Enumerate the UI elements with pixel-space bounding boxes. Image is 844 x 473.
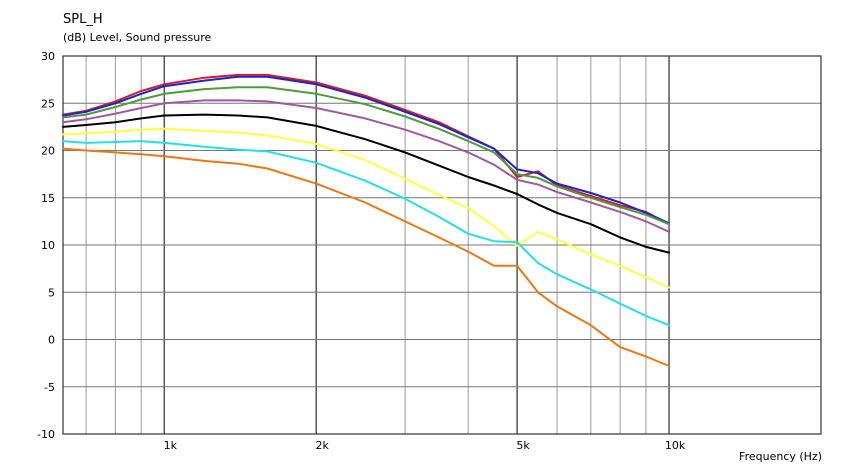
y-tick-label: 25 bbox=[41, 97, 55, 110]
series-line-1 bbox=[62, 73, 671, 226]
y-tick-label: 15 bbox=[41, 192, 55, 205]
series-line-3 bbox=[62, 86, 671, 226]
chart-title: SPL_H bbox=[63, 12, 103, 27]
x-tick-label: 5k bbox=[516, 439, 530, 452]
x-tick-label: 2k bbox=[316, 439, 330, 452]
y-tick-label: -10 bbox=[37, 428, 55, 441]
y-tick-label: -5 bbox=[44, 381, 55, 394]
y-tick-label: 5 bbox=[48, 286, 55, 299]
x-tick-label: 10k bbox=[665, 439, 686, 452]
y-axis-label: (dB) Level, Sound pressure bbox=[63, 31, 212, 44]
series-line-8 bbox=[62, 147, 671, 367]
y-tick-label: 0 bbox=[48, 334, 55, 347]
y-tick-label: 20 bbox=[41, 145, 55, 158]
y-tick-label: 30 bbox=[41, 50, 55, 63]
y-tick-label: 10 bbox=[41, 239, 55, 252]
series-line-6 bbox=[62, 127, 671, 289]
series-line-5 bbox=[62, 113, 671, 254]
x-tick-label: 1k bbox=[164, 439, 178, 452]
series-line-2 bbox=[62, 75, 671, 225]
plot-frame bbox=[62, 55, 822, 435]
series-line-4 bbox=[62, 99, 671, 233]
series-line-7 bbox=[62, 140, 671, 327]
x-axis-label: Frequency (Hz) bbox=[739, 450, 822, 463]
